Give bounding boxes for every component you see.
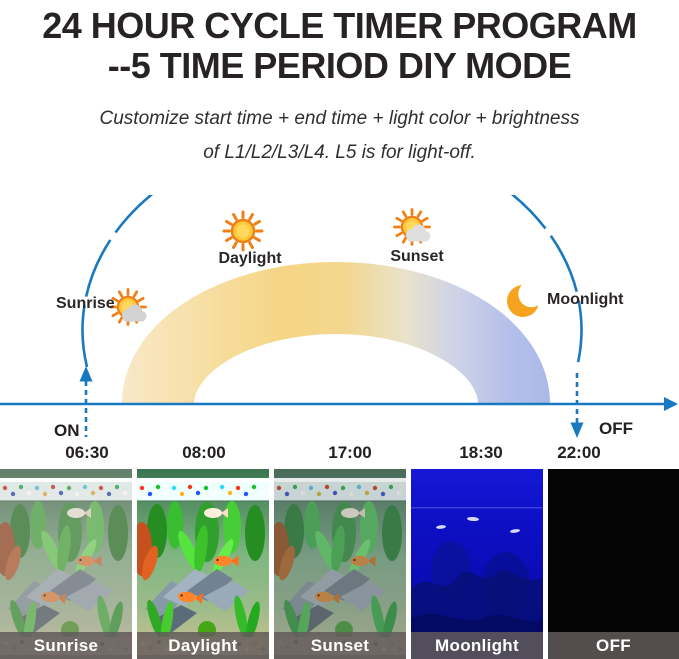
timeline-off-label: OFF	[599, 419, 633, 438]
subtitle-line-2: of L1/L2/L3/L4. L5 is for light-off.	[203, 142, 476, 163]
page-title-line-2: --5 TIME PERIOD DIY MODE	[107, 45, 572, 86]
page-title-line-1: 24 HOUR CYCLE TIMER PROGRAM	[42, 5, 637, 46]
timeline-time-2200: 22:00	[557, 443, 601, 462]
day-night-gradient-arc	[122, 262, 550, 406]
timeline-time-0800: 08:00	[182, 443, 226, 462]
panel-caption-bar: Sunrise	[0, 632, 132, 659]
axis-arrowhead-icon	[664, 397, 678, 411]
gallery-panel-daylight: Daylight	[137, 469, 269, 659]
off-down-arrow-icon	[570, 373, 584, 438]
phase-label-moonlight: Moonlight	[547, 291, 624, 308]
panel-caption-text: Sunset	[310, 635, 370, 655]
aquarium-photo-daylight	[137, 469, 269, 659]
timeline-time-1830: 18:30	[459, 443, 503, 462]
aquarium-photo-sunset	[274, 469, 406, 659]
phase-label-daylight: Daylight	[218, 250, 282, 267]
gallery-panel-sunrise: Sunrise	[0, 469, 132, 659]
subtitle-line-1: Customize start time + end time + light …	[99, 108, 580, 129]
sun-path-arc	[81, 195, 583, 368]
moonlight-moon-icon	[507, 280, 545, 317]
gallery-panel-off: OFF	[548, 469, 679, 659]
panel-caption-text: OFF	[596, 635, 631, 655]
phase-label-sunset: Sunset	[390, 248, 444, 265]
on-up-arrow-icon	[79, 366, 93, 437]
panel-caption-text: Sunrise	[33, 635, 99, 655]
timeline-time-0630: 06:30	[65, 443, 109, 462]
timeline-time-1700: 17:00	[328, 443, 372, 462]
day-cycle-diagram	[0, 195, 679, 463]
cycle-arc-graphic	[0, 195, 678, 438]
panel-caption-bar: OFF	[548, 632, 679, 659]
gallery-panel-moonlight: Moonlight	[411, 469, 543, 659]
phase-label-sunrise: Sunrise	[56, 295, 115, 312]
timeline-on-label: ON	[54, 421, 80, 440]
panel-caption-text: Daylight	[168, 635, 238, 655]
panel-caption-text: Moonlight	[435, 635, 519, 655]
panel-caption-bar: Daylight	[137, 632, 269, 659]
panel-caption-bar: Sunset	[274, 632, 406, 659]
aquarium-photo-sunrise	[0, 469, 132, 659]
gallery-panel-sunset: Sunset	[274, 469, 406, 659]
panel-caption-bar: Moonlight	[411, 632, 543, 659]
aquarium-photo-moonlight	[411, 469, 543, 659]
